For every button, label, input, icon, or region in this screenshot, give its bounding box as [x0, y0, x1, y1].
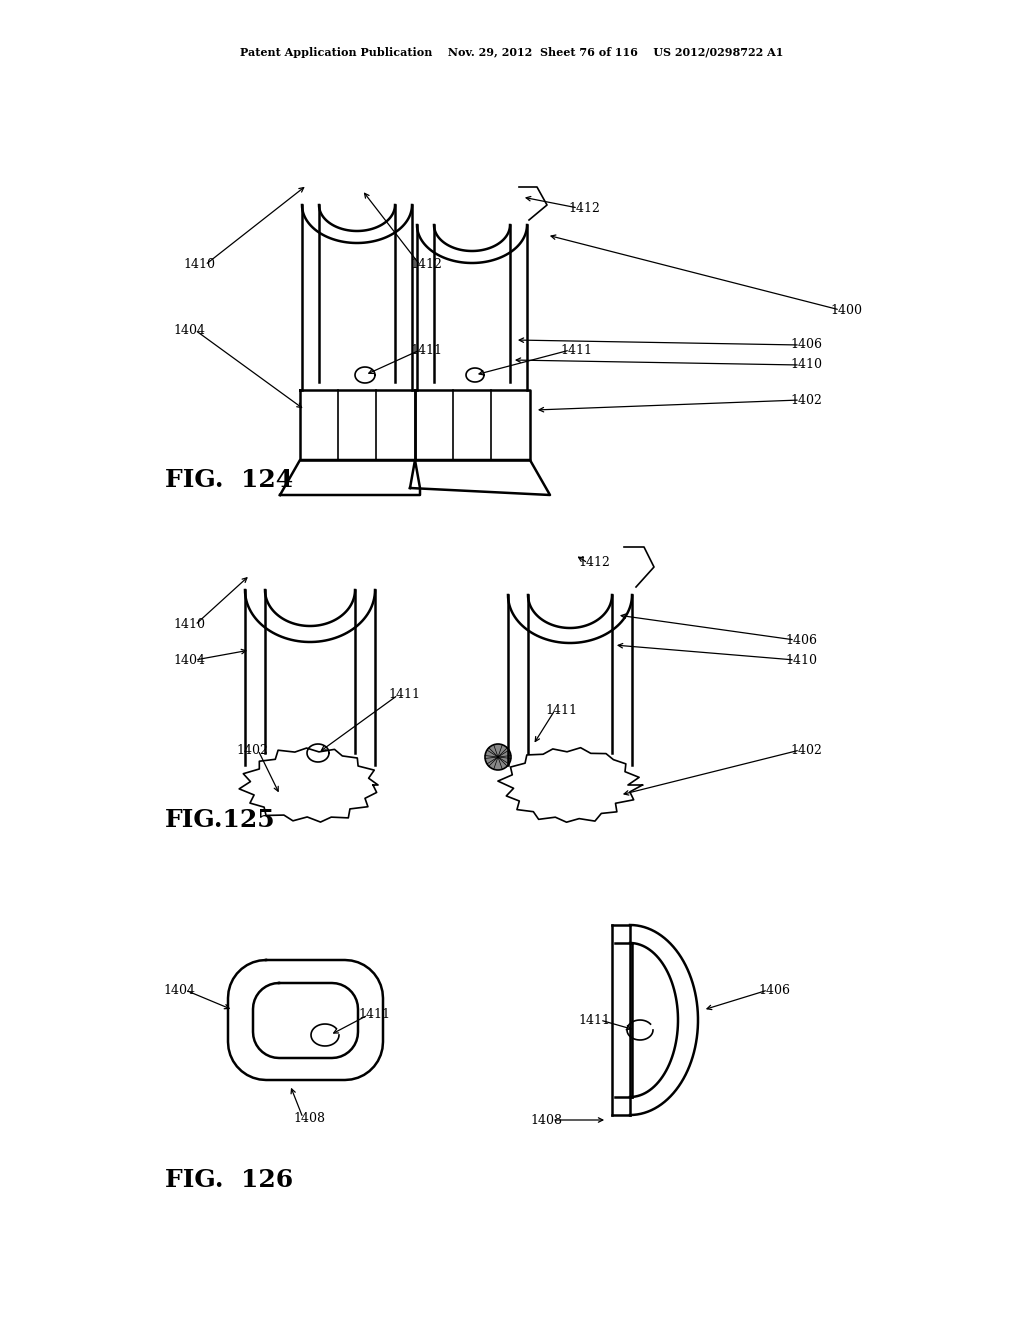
Text: 1411: 1411 [388, 689, 420, 701]
Text: 1412: 1412 [410, 259, 442, 272]
Text: 1404: 1404 [173, 323, 205, 337]
Text: FIG.  126: FIG. 126 [165, 1168, 293, 1192]
Text: 1411: 1411 [545, 704, 577, 717]
Text: 1412: 1412 [568, 202, 600, 214]
Text: 1408: 1408 [530, 1114, 562, 1126]
Text: 1411: 1411 [578, 1014, 610, 1027]
Text: 1411: 1411 [410, 343, 442, 356]
Text: 1410: 1410 [785, 653, 817, 667]
Text: 1412: 1412 [578, 557, 610, 569]
Text: 1408: 1408 [293, 1111, 325, 1125]
Text: 1411: 1411 [560, 343, 592, 356]
Text: 1402: 1402 [237, 743, 268, 756]
Text: 1406: 1406 [758, 983, 790, 997]
Text: 1404: 1404 [173, 653, 205, 667]
Text: Patent Application Publication    Nov. 29, 2012  Sheet 76 of 116    US 2012/0298: Patent Application Publication Nov. 29, … [241, 46, 783, 58]
Text: 1402: 1402 [790, 743, 822, 756]
Text: 1406: 1406 [790, 338, 822, 351]
Circle shape [485, 744, 511, 770]
Text: 1406: 1406 [785, 634, 817, 647]
Text: 1411: 1411 [358, 1008, 390, 1022]
Text: 1402: 1402 [790, 393, 822, 407]
Text: FIG.  124: FIG. 124 [165, 469, 293, 492]
Text: 1404: 1404 [163, 983, 195, 997]
Text: 1410: 1410 [790, 359, 822, 371]
Text: 1400: 1400 [830, 304, 862, 317]
Text: 1410: 1410 [173, 619, 205, 631]
Text: 1410: 1410 [183, 259, 215, 272]
Text: FIG.125: FIG.125 [165, 808, 275, 832]
